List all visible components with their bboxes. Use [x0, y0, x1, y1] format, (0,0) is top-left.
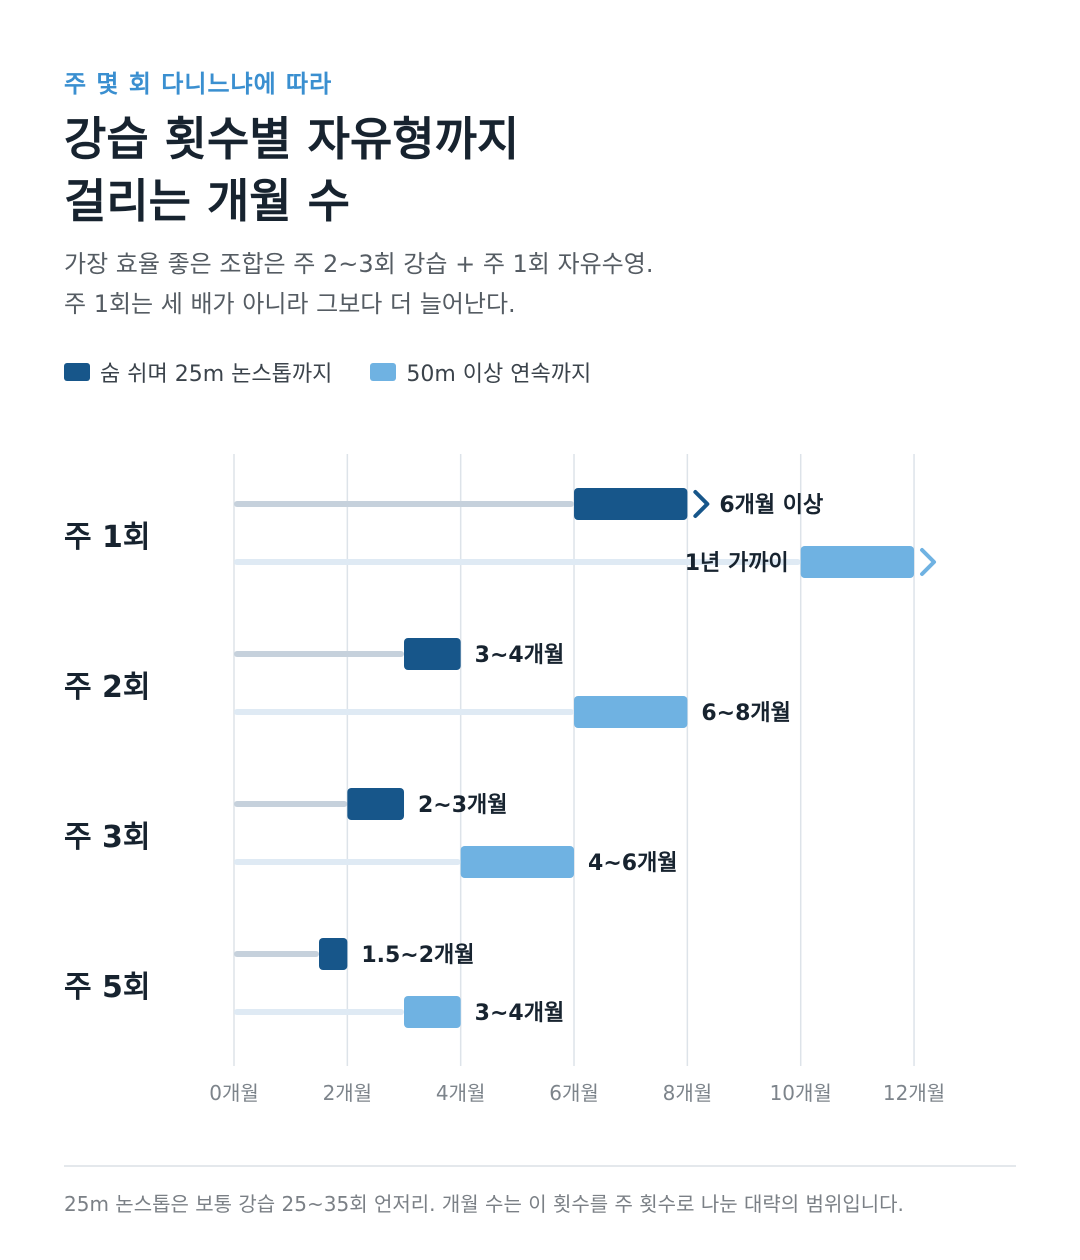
title-line-1: 강습 횟수별 자유형까지: [64, 112, 520, 166]
range-bar: [404, 638, 461, 670]
range-bar: [460, 846, 575, 878]
range-bar: [319, 938, 348, 970]
data-label: 4~6개월: [588, 851, 678, 876]
data-label: 1년 가까이: [685, 551, 789, 576]
data-label: 3~4개월: [475, 1001, 565, 1026]
legend-swatch-50m: [370, 363, 397, 381]
track-line: [234, 709, 575, 715]
open-ended-arrow: [693, 490, 710, 518]
x-tick-label: 10개월: [770, 1081, 832, 1105]
subtitle-line-2: 주 1회는 세 배가 아니라 그보다 더 늘어난다.: [64, 290, 516, 318]
open-ended-arrow: [920, 548, 937, 576]
legend-item-50m: 50m 이상 연속까지: [370, 356, 591, 388]
range-bar: [574, 488, 688, 520]
track-line: [234, 651, 405, 657]
track-line: [234, 559, 801, 565]
x-tick-label: 2개월: [323, 1081, 373, 1105]
category-label: 주 1회: [64, 520, 151, 555]
range-bar: [347, 788, 405, 820]
range-bar-chart: 0개월 2개월 4개월 6개월 8개월 10개월 12개월 주 1회 6개월 이상 1년 가까이주…: [64, 454, 945, 1105]
data-label: 6~8개월: [701, 701, 791, 726]
data-label: 3~4개월: [475, 643, 565, 668]
track-line: [234, 1009, 405, 1015]
data-label: 1.5~2개월: [361, 943, 474, 968]
legend-label-25m: 숨 쉬며 25m 논스톱까지: [100, 362, 333, 387]
track-line: [234, 859, 461, 865]
legend-item-25m: 숨 쉬며 25m 논스톱까지: [64, 356, 332, 388]
category-label: 주 3회: [64, 820, 151, 855]
data-label: 2~3개월: [418, 793, 508, 818]
page-title: 강습 횟수별 자유형까지 걸리는 개월 수: [64, 108, 519, 232]
x-tick-label: 0개월: [209, 1081, 259, 1105]
chart-legend: 숨 쉬며 25m 논스톱까지 50m 이상 연속까지: [64, 356, 629, 388]
legend-label-50m: 50m 이상 연속까지: [406, 362, 592, 387]
track-line: [234, 501, 575, 507]
subtitle-line-1: 가장 효율 좋은 조합은 주 2~3회 강습 + 주 1회 자유수영.: [64, 250, 654, 278]
range-bar: [404, 996, 461, 1028]
x-tick-label: 12개월: [883, 1081, 945, 1105]
legend-swatch-25m: [64, 363, 90, 381]
x-tick-label: 4개월: [436, 1081, 486, 1105]
eyebrow-label: 주 몇 회 다니느냐에 따라: [64, 70, 333, 98]
subtitle: 가장 효율 좋은 조합은 주 2~3회 강습 + 주 1회 자유수영. 주 1회…: [64, 244, 653, 324]
title-line-2: 걸리는 개월 수: [64, 174, 350, 228]
data-label: 6개월 이상: [719, 493, 823, 518]
category-label: 주 5회: [64, 970, 151, 1005]
category-label: 주 2회: [64, 670, 151, 705]
track-line: [234, 951, 320, 957]
range-bar: [800, 546, 915, 578]
x-tick-label: 6개월: [549, 1081, 599, 1105]
footer-divider: [64, 1165, 1016, 1167]
footnote: 25m 논스톱은 보통 강습 25~35회 언저리. 개월 수는 이 횟수를 주…: [64, 1192, 904, 1216]
range-bar: [574, 696, 688, 728]
track-line: [234, 801, 348, 807]
x-tick-label: 8개월: [663, 1081, 713, 1105]
